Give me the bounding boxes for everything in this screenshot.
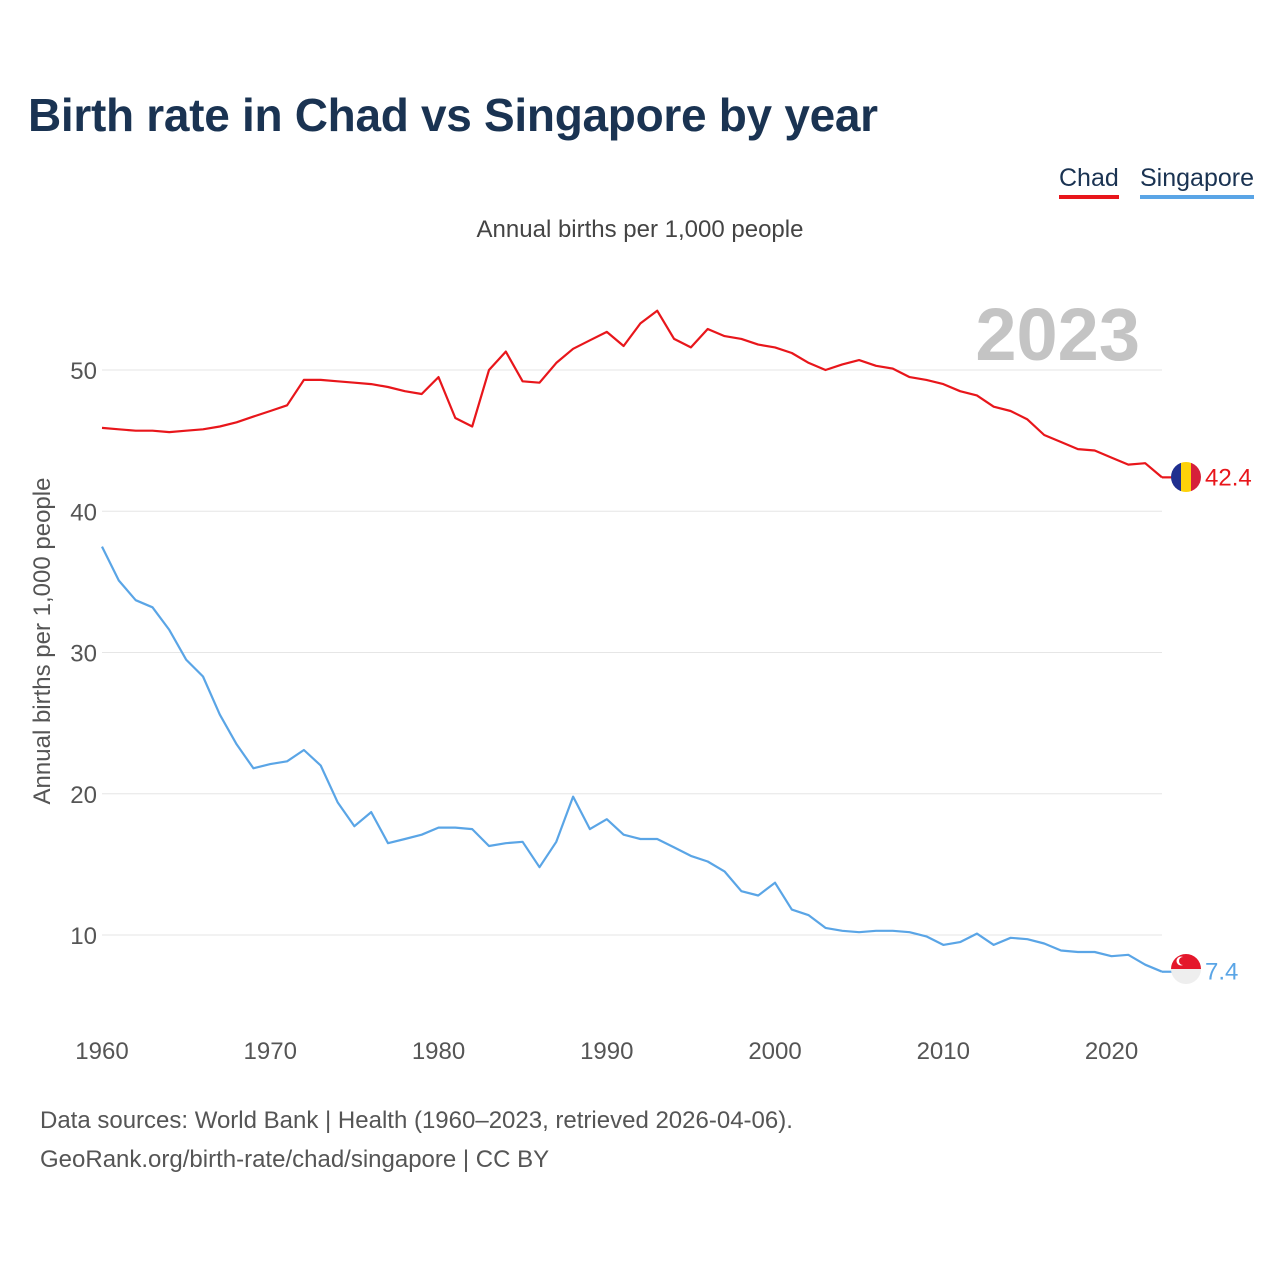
series-lines — [101, 309, 1172, 973]
end-markers: 42.4 7.4 — [1171, 462, 1252, 986]
y-tick-label: 20 — [70, 782, 97, 809]
x-tick-label: 2010 — [917, 1038, 970, 1065]
legend-item-singapore[interactable]: Singapore — [1140, 164, 1254, 199]
page-title: Birth rate in Chad vs Singapore by year — [28, 89, 878, 141]
y-tick-label: 10 — [70, 923, 97, 950]
y-tick-label: 50 — [70, 358, 97, 385]
y-tick-label: 30 — [70, 641, 97, 668]
x-tick-label: 1980 — [412, 1038, 465, 1065]
y-axis-ticks: 10 20 30 40 50 — [70, 358, 97, 950]
x-tick-label: 2000 — [748, 1038, 801, 1065]
chad-flag-icon — [1171, 462, 1201, 492]
footer-source: Data sources: World Bank | Health (1960–… — [40, 1107, 793, 1134]
x-axis-ticks: 1960 1970 1980 1990 2000 2010 2020 — [75, 1038, 1138, 1065]
singapore-flag-icon — [1171, 954, 1201, 984]
line-chart: 2023 Annual births per 1,000 people 10 20… — [29, 293, 1252, 1065]
x-tick-label: 1970 — [244, 1038, 297, 1065]
y-axis-label: Annual births per 1,000 people — [29, 478, 56, 805]
legend-item-chad[interactable]: Chad — [1059, 164, 1119, 199]
end-value-label-chad: 42.4 — [1205, 464, 1252, 491]
end-value-label-singapore: 7.4 — [1205, 959, 1238, 986]
footer-url[interactable]: GeoRank.org/birth-rate/chad/singapore | … — [40, 1146, 550, 1173]
chart-subtitle: Annual births per 1,000 people — [476, 216, 804, 243]
x-tick-label: 2020 — [1085, 1038, 1138, 1065]
series-line-chad[interactable] — [101, 309, 1163, 479]
x-tick-label: 1990 — [580, 1038, 633, 1065]
y-tick-label: 40 — [70, 499, 97, 526]
x-tick-label: 1960 — [75, 1038, 128, 1065]
year-watermark: 2023 — [975, 293, 1140, 376]
series-line-singapore[interactable] — [101, 546, 1163, 973]
grid-lines — [102, 369, 1162, 936]
